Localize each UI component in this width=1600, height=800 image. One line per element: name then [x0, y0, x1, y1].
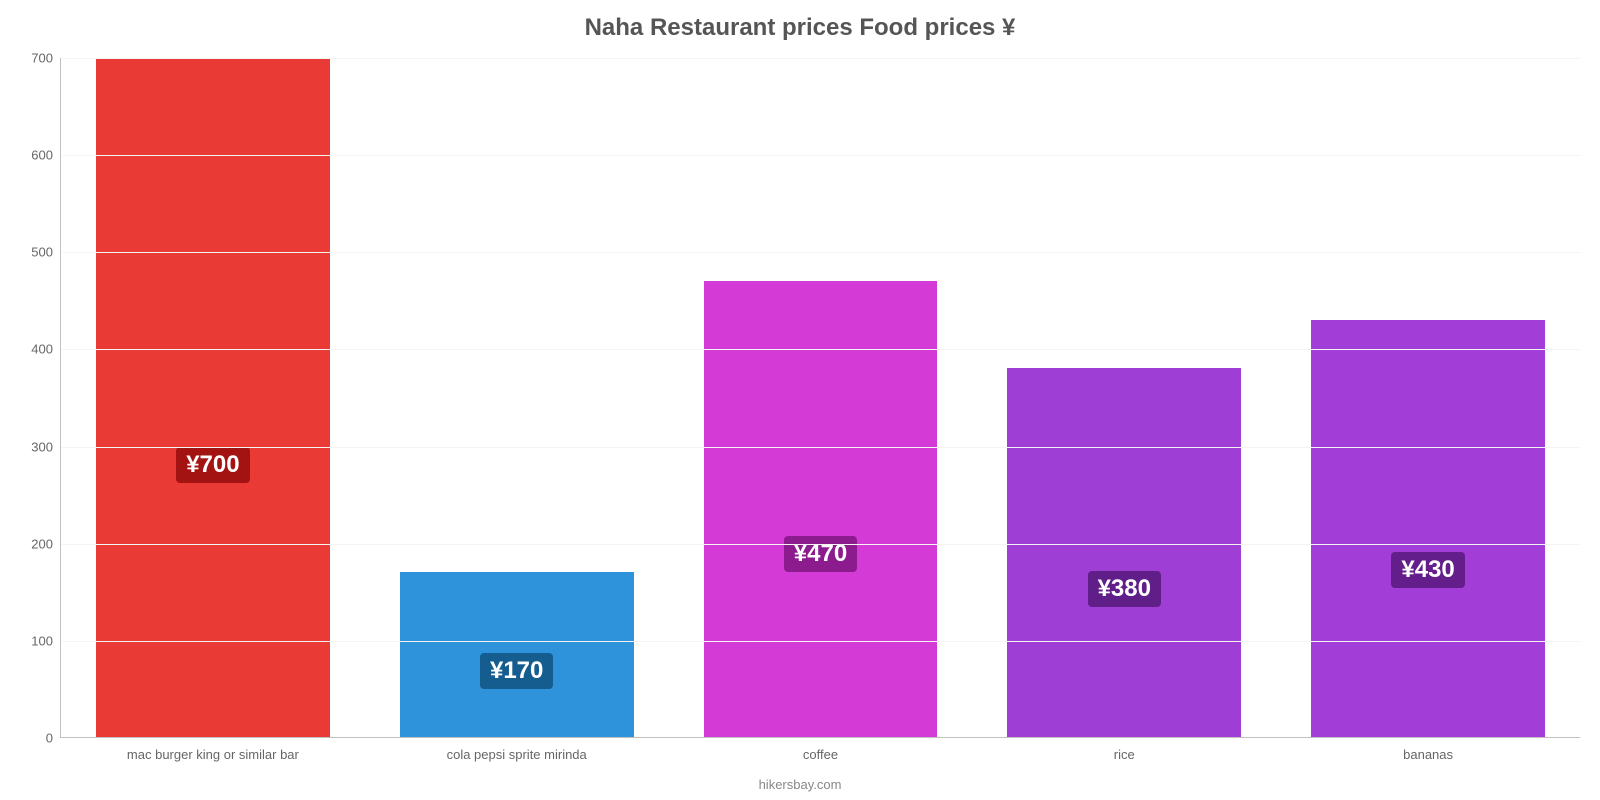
y-tick-label: 400 — [31, 342, 61, 357]
gridline — [61, 58, 1580, 59]
x-tick-label: bananas — [1403, 737, 1453, 762]
gridline — [61, 544, 1580, 545]
bar-chart: Naha Restaurant prices Food prices ¥ ¥70… — [0, 0, 1600, 800]
y-tick-label: 0 — [46, 731, 61, 746]
x-tick-label: rice — [1114, 737, 1135, 762]
y-tick-label: 600 — [31, 148, 61, 163]
chart-title: Naha Restaurant prices Food prices ¥ — [0, 14, 1600, 42]
x-tick-label: coffee — [803, 737, 838, 762]
bar: ¥170 — [400, 572, 634, 737]
y-tick-label: 300 — [31, 439, 61, 454]
bar-value-label: ¥470 — [784, 536, 857, 572]
gridline — [61, 447, 1580, 448]
bar-value-label: ¥170 — [480, 653, 553, 689]
bars-row: ¥700mac burger king or similar bar¥170co… — [61, 58, 1580, 737]
y-tick-label: 100 — [31, 633, 61, 648]
bar-value-label: ¥380 — [1088, 571, 1161, 607]
x-tick-label: mac burger king or similar bar — [127, 737, 299, 762]
bar: ¥700 — [96, 58, 330, 737]
plot-area: ¥700mac burger king or similar bar¥170co… — [60, 58, 1580, 738]
y-tick-label: 500 — [31, 245, 61, 260]
gridline — [61, 252, 1580, 253]
y-tick-label: 700 — [31, 51, 61, 66]
bar-slot: ¥470coffee — [669, 58, 973, 737]
gridline — [61, 349, 1580, 350]
bar-slot: ¥380rice — [972, 58, 1276, 737]
chart-credit: hikersbay.com — [0, 777, 1600, 792]
bar: ¥380 — [1007, 368, 1241, 737]
y-tick-label: 200 — [31, 536, 61, 551]
gridline — [61, 155, 1580, 156]
bar-slot: ¥430bananas — [1276, 58, 1580, 737]
x-tick-label: cola pepsi sprite mirinda — [447, 737, 587, 762]
bar-value-label: ¥700 — [176, 447, 249, 483]
gridline — [61, 641, 1580, 642]
bar-slot: ¥700mac burger king or similar bar — [61, 58, 365, 737]
bar: ¥430 — [1311, 320, 1545, 737]
bar-slot: ¥170cola pepsi sprite mirinda — [365, 58, 669, 737]
bar-value-label: ¥430 — [1391, 552, 1464, 588]
